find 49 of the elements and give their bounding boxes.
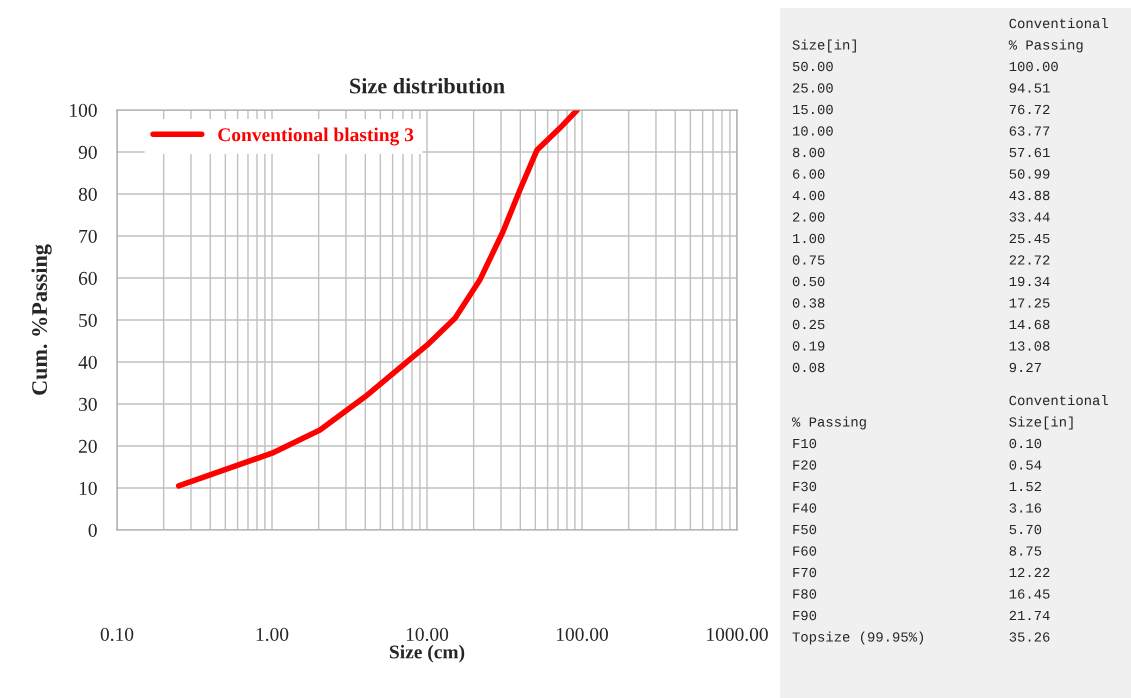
text: 10.00 63.77 — [793, 126, 1050, 136]
legend-label: Conventional blasting 3 — [218, 127, 414, 146]
y-tick-label: 60 — [78, 271, 97, 285]
text: F50 5.70 — [793, 524, 1042, 535]
x-tick-label: 10.00 — [406, 627, 449, 641]
text: 0.25 14.68 — [792, 319, 1050, 330]
text: 1.00 25.45 — [793, 233, 1050, 244]
y-tick-label: 0 — [88, 523, 97, 537]
text: Topsize (99.95%) 35.26 — [792, 631, 1050, 645]
text: F70 12.22 — [793, 567, 1050, 578]
text: 25.00 94.51 — [792, 83, 1050, 93]
text: Conventional — [1009, 18, 1108, 29]
x-tick-label: 0.10 — [100, 627, 134, 641]
text: F60 8.75 — [793, 546, 1042, 556]
text: 15.00 76.72 — [793, 104, 1050, 115]
x-axis-title: Size (cm) — [389, 644, 465, 663]
text: F40 3.16 — [793, 503, 1042, 513]
y-tick-label: 10 — [79, 481, 97, 495]
text: 2.00 33.44 — [792, 212, 1050, 222]
text: F10 0.10 — [793, 438, 1042, 449]
text: 4.00 43.88 — [792, 190, 1050, 201]
y-tick-label: 40 — [78, 355, 97, 369]
text: 8.00 57.61 — [792, 147, 1050, 158]
y-tick-label: 100 — [70, 103, 97, 117]
y-tick-label: 50 — [79, 313, 97, 327]
text: 0.50 19.34 — [792, 276, 1050, 287]
text: F30 1.52 — [793, 481, 1042, 492]
x-tick-label: 100.00 — [556, 627, 608, 641]
y-tick-label: 80 — [78, 187, 97, 201]
text: 6.00 50.99 — [793, 169, 1050, 179]
x-tick-label: 1000.00 — [707, 627, 768, 641]
text: F90 21.74 — [793, 610, 1050, 621]
text: 0.19 13.08 — [792, 341, 1050, 351]
text: % Passing Size[in] — [792, 416, 1073, 430]
text: F20 0.54 — [793, 460, 1042, 470]
text: 50.00 100.00 — [792, 61, 1058, 72]
y-tick-label: 70 — [79, 229, 97, 243]
text: 0.75 22.72 — [792, 255, 1050, 265]
y-tick-label: 30 — [79, 397, 97, 411]
x-tick-label: 1.00 — [256, 627, 289, 641]
text: 0.38 17.25 — [792, 298, 1050, 308]
y-tick-label: 20 — [78, 439, 97, 453]
chart-title: Size distribution — [350, 77, 505, 94]
text: Size[in] % Passing — [792, 39, 1083, 53]
text: 0.08 9.27 — [792, 362, 1041, 373]
y-axis-title: Cum. %Passing — [31, 244, 52, 395]
text: Conventional — [1009, 395, 1108, 406]
text: F80 16.45 — [793, 589, 1050, 599]
y-tick-label: 90 — [78, 145, 97, 159]
